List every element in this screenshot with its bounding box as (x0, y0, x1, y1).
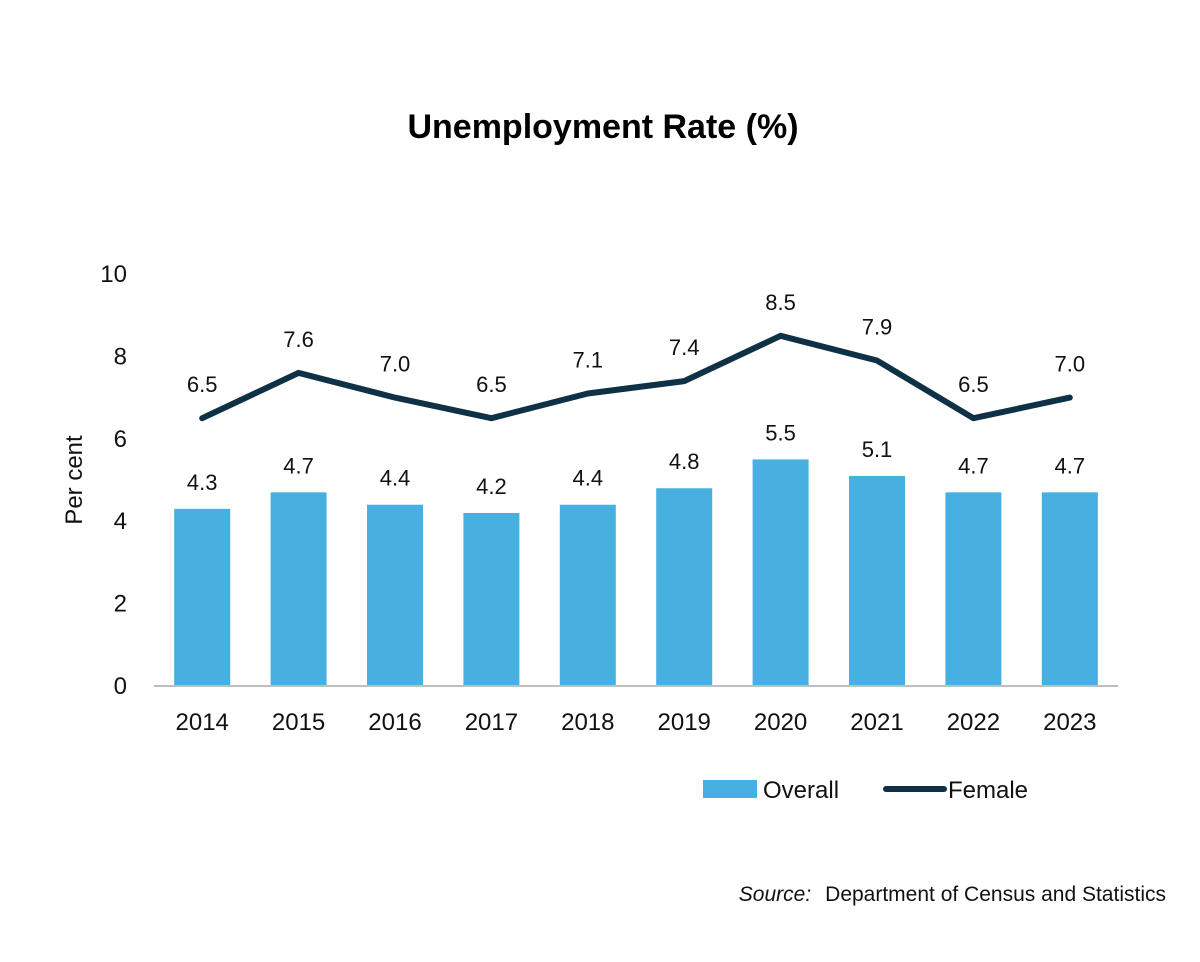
bar-data-label: 4.3 (187, 470, 218, 495)
x-tick-label: 2016 (368, 709, 421, 736)
y-tick-label: 0 (114, 673, 127, 700)
x-tick-label: 2015 (272, 709, 325, 736)
bar-data-label: 4.2 (476, 474, 507, 499)
legend-label-female: Female (948, 777, 1028, 804)
bar-2016 (367, 504, 423, 686)
bar-data-label: 4.4 (573, 466, 604, 491)
line-data-label: 7.9 (862, 315, 893, 340)
line-data-label: 7.1 (573, 347, 604, 372)
bar-data-label: 5.1 (862, 437, 893, 462)
bar-series-overall: 4.3 4.7 4.4 4.2 4.4 4.8 5.5 5.1 4.7 4.7 (174, 420, 1098, 686)
y-axis-label: Per cent (61, 435, 88, 525)
line-data-label: 7.0 (1055, 352, 1086, 377)
line-data-label: 8.5 (765, 290, 796, 315)
x-tick-label: 2017 (465, 709, 518, 736)
bar-data-label: 4.7 (958, 453, 989, 478)
x-tick-label: 2021 (850, 709, 903, 736)
y-tick-label: 10 (100, 261, 127, 288)
line-data-label: 7.6 (283, 327, 314, 352)
x-tick-label: 2022 (947, 709, 1000, 736)
bar-2017 (463, 512, 520, 686)
x-tick-label: 2023 (1043, 709, 1096, 736)
source-note: Source: Department of Census and Statisti… (739, 883, 1166, 907)
source-key: Source: (738, 883, 812, 906)
source-text: Department of Census and Statistics (825, 883, 1166, 906)
female-line (199, 332, 1073, 422)
bar-data-label: 4.7 (1055, 453, 1086, 478)
bar-2020 (752, 459, 809, 686)
chart-title: Unemployment Rate (%) (407, 108, 798, 146)
line-data-label: 6.5 (187, 372, 218, 397)
line-data-label: 7.4 (669, 335, 700, 360)
bar-2019 (656, 488, 713, 686)
bar-data-label: 4.8 (669, 449, 700, 474)
x-tick-label: 2020 (754, 709, 807, 736)
bar-2022 (945, 492, 1002, 686)
bar-2015 (270, 492, 327, 686)
bar-data-label: 4.7 (283, 453, 314, 478)
legend: Overall Female (703, 777, 1028, 804)
line-data-label: 7.0 (380, 352, 411, 377)
x-tick-label: 2018 (561, 709, 614, 736)
x-axis: 2014 2015 2016 2017 2018 2019 2020 2021 2022 2023 (176, 709, 1097, 736)
bar-2023 (1041, 492, 1098, 686)
line-data-label: 6.5 (476, 372, 507, 397)
y-tick-label: 4 (114, 508, 127, 535)
y-tick-label: 2 (114, 591, 127, 618)
legend-swatch-overall (703, 780, 757, 798)
line-series-female: 6.5 7.6 7.0 6.5 7.1 7.4 8.5 7.9 6.5 7.0 (187, 290, 1086, 422)
bar-2021 (849, 475, 905, 686)
y-tick-label: 6 (114, 426, 127, 453)
bar-2018 (559, 504, 616, 686)
x-tick-label: 2019 (658, 709, 711, 736)
y-tick-label: 8 (114, 343, 127, 370)
bar-data-label: 4.4 (380, 466, 411, 491)
bar-2014 (174, 508, 231, 686)
bar-data-label: 5.5 (765, 420, 796, 445)
x-tick-label: 2014 (176, 709, 229, 736)
legend-label-overall: Overall (763, 777, 839, 804)
y-axis: 0 2 4 6 8 10 (100, 261, 127, 700)
line-data-label: 6.5 (958, 372, 989, 397)
